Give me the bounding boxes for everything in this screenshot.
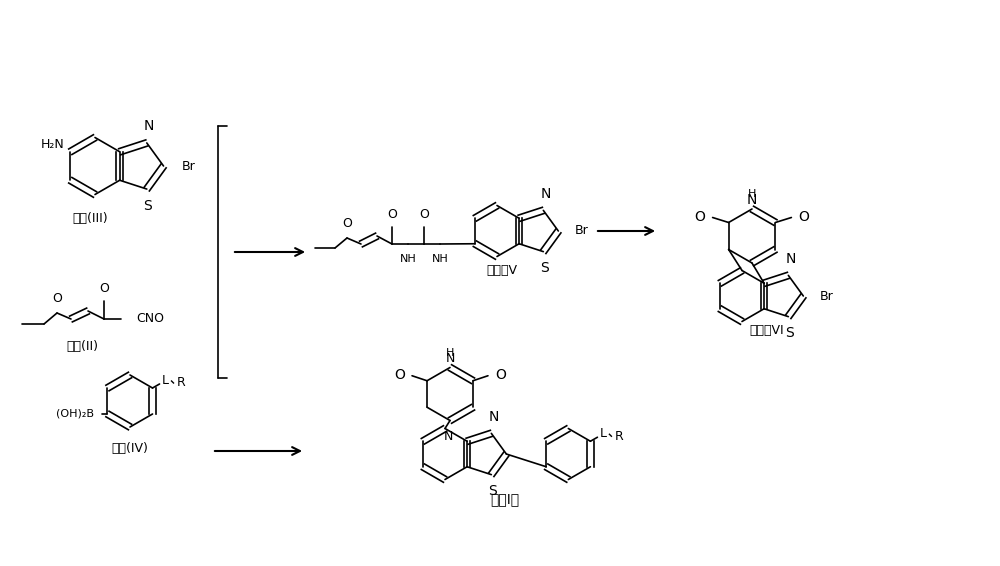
- Text: R: R: [177, 376, 186, 389]
- Text: O: O: [387, 208, 397, 221]
- Text: O: O: [495, 368, 506, 381]
- Text: CNO: CNO: [136, 312, 164, 325]
- Text: 中间体VI: 中间体VI: [750, 324, 784, 337]
- Text: S: S: [488, 483, 497, 498]
- Text: O: O: [342, 217, 352, 230]
- Text: 中间体V: 中间体V: [486, 264, 518, 277]
- Text: N: N: [443, 430, 453, 443]
- Text: NH: NH: [400, 254, 416, 264]
- Text: H: H: [446, 348, 454, 358]
- Text: NH: NH: [432, 254, 448, 264]
- Text: O: O: [99, 282, 109, 295]
- Text: O: O: [695, 209, 706, 224]
- Text: O: O: [419, 208, 429, 221]
- Text: H: H: [748, 189, 756, 199]
- Text: O: O: [394, 368, 405, 381]
- Text: N: N: [144, 119, 154, 133]
- Text: H₂N: H₂N: [41, 138, 64, 151]
- Text: Br: Br: [574, 225, 588, 238]
- Text: S: S: [143, 199, 152, 213]
- Text: R: R: [615, 430, 624, 443]
- Text: 中心(III): 中心(III): [72, 212, 108, 225]
- Text: N: N: [488, 410, 499, 424]
- Text: Br: Br: [819, 289, 833, 302]
- Text: 尾巴(IV): 尾巴(IV): [112, 443, 148, 456]
- Text: L: L: [600, 427, 607, 440]
- Text: N: N: [747, 193, 757, 207]
- Text: L: L: [162, 374, 169, 387]
- Text: N: N: [445, 353, 455, 366]
- Text: O: O: [798, 209, 809, 224]
- Text: N: N: [540, 187, 551, 201]
- Text: 头部(II): 头部(II): [66, 341, 98, 354]
- Text: N: N: [785, 252, 796, 267]
- Text: S: S: [785, 325, 794, 340]
- Text: S: S: [540, 260, 549, 275]
- Text: (OH)₂B: (OH)₂B: [56, 409, 94, 419]
- Text: O: O: [52, 292, 62, 305]
- Text: 式（I）: 式（I）: [490, 492, 520, 506]
- Text: Br: Br: [182, 160, 195, 173]
